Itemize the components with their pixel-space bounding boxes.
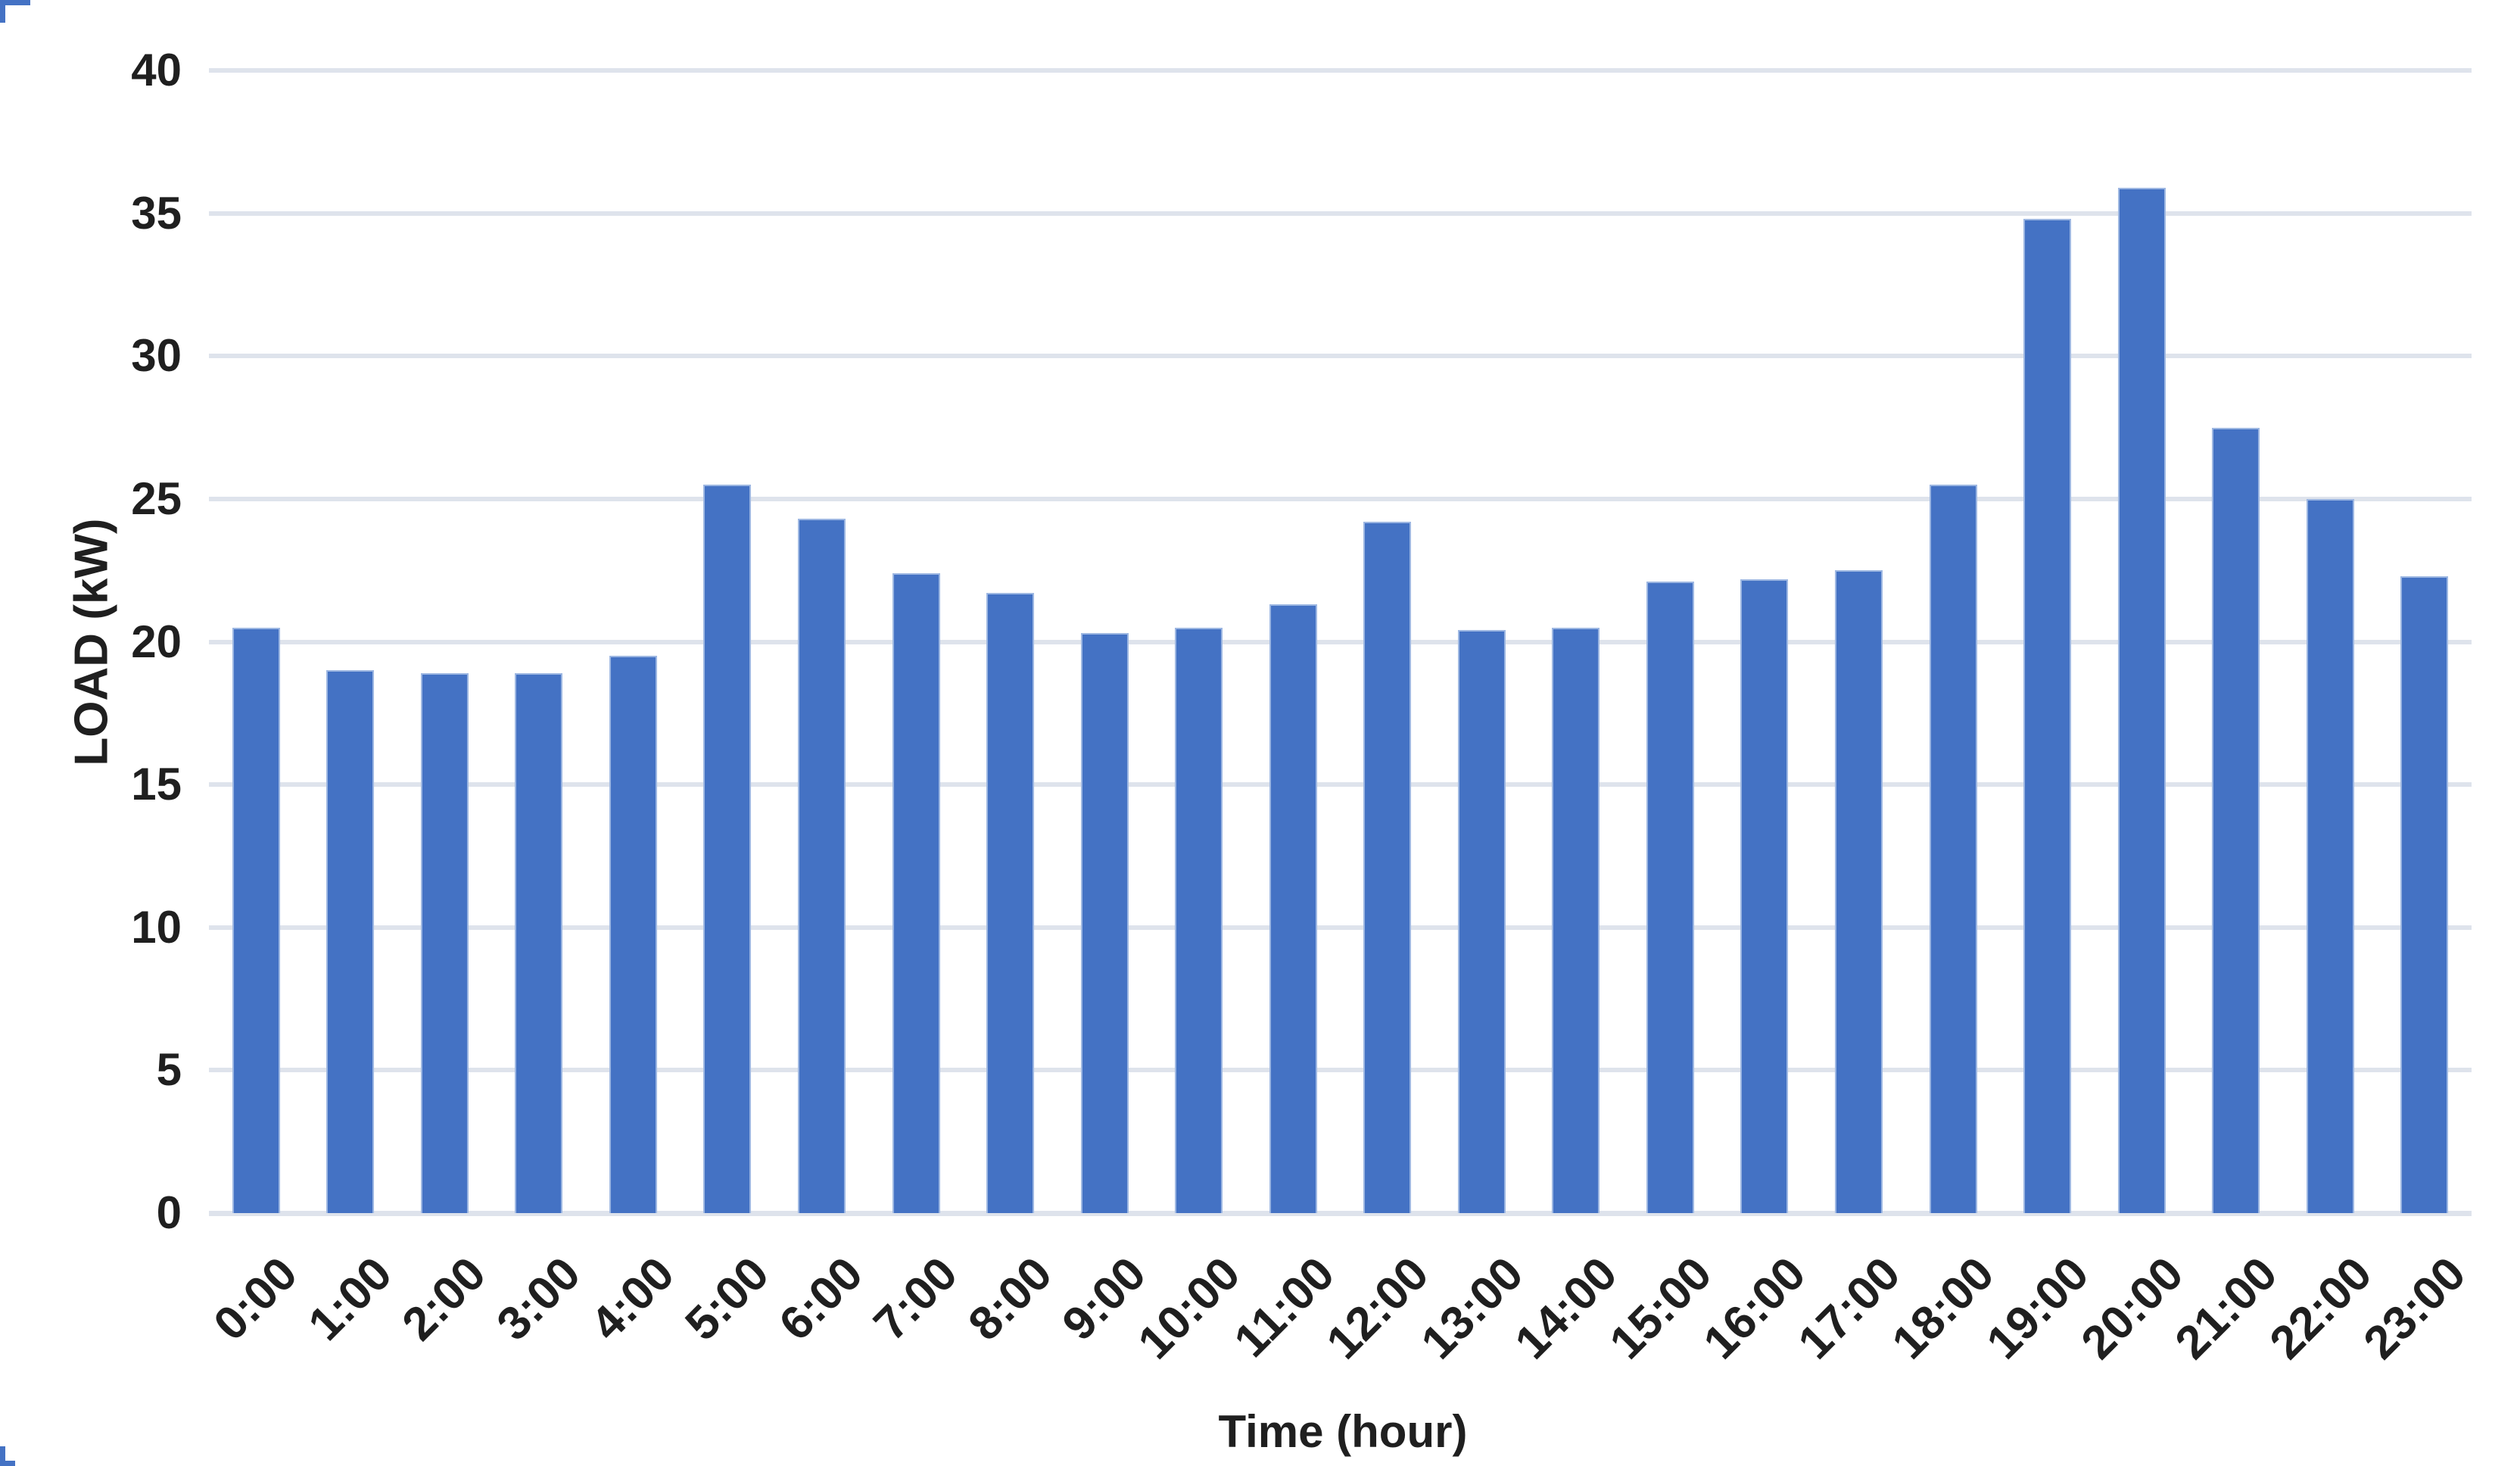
- y-tick-label-35: 35: [131, 187, 182, 239]
- bar-6:00: [798, 519, 846, 1213]
- gridline-y-25: [209, 496, 2472, 501]
- bar-4:00: [609, 656, 657, 1213]
- x-tick-label-16:00: 16:00: [1693, 1247, 1816, 1370]
- x-tick-label-12:00: 12:00: [1316, 1247, 1439, 1370]
- x-tick-label-15:00: 15:00: [1600, 1247, 1722, 1370]
- bar-11:00: [1269, 604, 1317, 1213]
- bar-21:00: [2212, 427, 2260, 1213]
- bar-8:00: [986, 593, 1035, 1213]
- x-tick-label-7:00: 7:00: [864, 1247, 968, 1351]
- gridline-y-40: [209, 68, 2472, 73]
- gridline-y-20: [209, 639, 2472, 644]
- y-tick-label-25: 25: [131, 473, 182, 524]
- x-tick-label-4:00: 4:00: [581, 1247, 685, 1351]
- chart-border-corner-top-left: [0, 0, 30, 23]
- x-tick-label-5:00: 5:00: [675, 1247, 779, 1351]
- gridline-y-10: [209, 925, 2472, 930]
- bar-2:00: [420, 672, 469, 1213]
- bar-16:00: [1740, 579, 1789, 1213]
- x-axis-baseline: [209, 1211, 2472, 1216]
- chart-border-corner-bottom-left: [0, 1446, 15, 1466]
- x-tick-label-17:00: 17:00: [1788, 1247, 1911, 1370]
- gridline-y-15: [209, 782, 2472, 788]
- y-tick-label-10: 10: [131, 901, 182, 953]
- bar-1:00: [326, 670, 375, 1213]
- y-tick-label-0: 0: [156, 1187, 182, 1238]
- bar-12:00: [1363, 522, 1412, 1213]
- y-tick-label-40: 40: [131, 45, 182, 95]
- bar-9:00: [1080, 633, 1129, 1213]
- gridline-y-30: [209, 354, 2472, 359]
- bar-5:00: [703, 485, 752, 1213]
- bar-22:00: [2306, 498, 2354, 1213]
- x-tick-label-10:00: 10:00: [1128, 1247, 1251, 1370]
- x-tick-label-18:00: 18:00: [1883, 1247, 2004, 1370]
- x-tick-label-21:00: 21:00: [2165, 1247, 2288, 1370]
- x-axis-title: Time (hour): [1218, 1406, 1468, 1457]
- x-tick-label-19:00: 19:00: [1976, 1247, 2099, 1370]
- y-tick-label-20: 20: [131, 616, 182, 667]
- bar-7:00: [892, 572, 940, 1213]
- bar-23:00: [2400, 575, 2449, 1213]
- x-tick-label-8:00: 8:00: [958, 1247, 1062, 1351]
- gridline-y-5: [209, 1068, 2472, 1073]
- x-tick-label-0:00: 0:00: [204, 1247, 308, 1351]
- bar-0:00: [232, 627, 280, 1213]
- bar-17:00: [1834, 570, 1883, 1213]
- y-tick-label-5: 5: [156, 1044, 182, 1096]
- bar-18:00: [1929, 485, 1977, 1213]
- bar-13:00: [1457, 630, 1506, 1213]
- x-tick-label-2:00: 2:00: [392, 1247, 497, 1351]
- y-tick-label-15: 15: [131, 759, 182, 810]
- y-tick-label-30: 30: [131, 330, 182, 382]
- x-tick-label-13:00: 13:00: [1411, 1247, 1534, 1370]
- x-tick-label-22:00: 22:00: [2260, 1247, 2382, 1370]
- bar-3:00: [515, 672, 563, 1213]
- x-tick-label-6:00: 6:00: [769, 1247, 874, 1351]
- x-tick-label-23:00: 23:00: [2353, 1247, 2476, 1370]
- x-tick-label-14:00: 14:00: [1505, 1247, 1628, 1370]
- bar-14:00: [1552, 627, 1600, 1213]
- x-tick-label-3:00: 3:00: [487, 1247, 590, 1351]
- bar-15:00: [1646, 582, 1694, 1213]
- x-tick-label-1:00: 1:00: [298, 1247, 402, 1351]
- bar-19:00: [2023, 219, 2072, 1213]
- bar-10:00: [1175, 627, 1223, 1213]
- y-axis-title: LOAD (kW): [65, 518, 118, 766]
- gridline-y-35: [209, 211, 2472, 216]
- x-tick-label-20:00: 20:00: [2071, 1247, 2194, 1370]
- bar-20:00: [2117, 187, 2166, 1213]
- x-tick-label-11:00: 11:00: [1224, 1247, 1345, 1368]
